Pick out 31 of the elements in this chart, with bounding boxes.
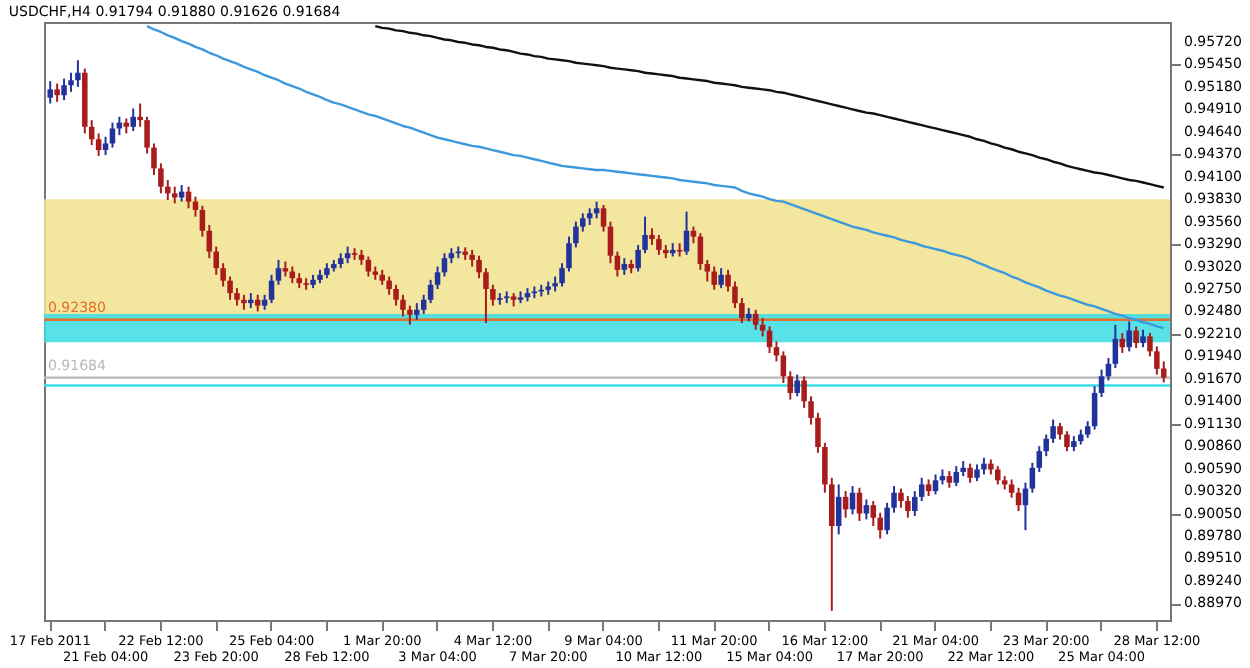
candlestick (130, 107, 136, 132)
candlestick (1064, 430, 1070, 453)
candlestick (752, 308, 759, 331)
candlestick (61, 77, 67, 102)
candlestick (365, 255, 372, 278)
candlestick (711, 265, 717, 291)
candlestick (863, 498, 870, 521)
candlestick (794, 373, 800, 398)
candlestick (400, 293, 406, 318)
candlestick (683, 210, 690, 256)
candlestick (185, 185, 192, 210)
candlestick (109, 121, 116, 149)
candlestick (953, 465, 960, 488)
candlestick (905, 495, 911, 519)
candlestick (656, 233, 662, 256)
candlestick (995, 465, 1001, 486)
candlestick (835, 483, 842, 536)
candlestick (1133, 325, 1139, 350)
line-series (374, 24, 1165, 189)
candlestick (47, 80, 53, 105)
candlestick (856, 486, 863, 523)
line-series (145, 24, 1165, 330)
candlestick (718, 267, 724, 290)
candlestick (932, 473, 939, 496)
candlestick (420, 293, 427, 315)
candlestick (54, 82, 60, 103)
candlestick (75, 59, 81, 88)
candlestick (1112, 323, 1119, 369)
candlestick (967, 462, 973, 484)
candlestick (1008, 478, 1015, 499)
candlestick (1126, 320, 1132, 353)
